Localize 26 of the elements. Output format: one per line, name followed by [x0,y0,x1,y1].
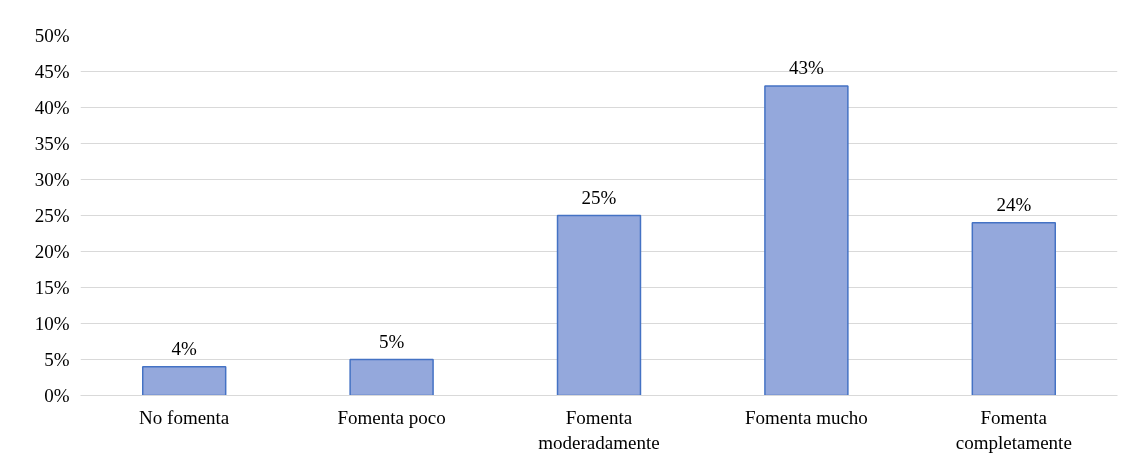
y-tick-label: 25% [34,205,70,226]
y-tick-label: 0% [44,385,70,406]
data-label: 24% [996,193,1032,215]
y-tick-label: 10% [34,313,70,334]
x-tick-label: Fomenta poco [337,406,446,428]
bar [349,358,434,396]
x-tick-label: No fomenta [139,406,230,428]
bar [141,365,227,396]
x-tick-label: Fomenta moderadamente [538,406,660,453]
data-label: 5% [378,330,405,352]
bar [764,85,849,396]
x-tick-label: Fomenta completamente [955,406,1072,453]
data-label: 25% [581,186,617,208]
data-label: 43% [788,56,824,78]
bar [971,221,1057,396]
y-tick-label: 5% [44,349,70,370]
x-tick-label: Fomenta mucho [744,406,868,428]
y-tick-label: 20% [34,241,70,262]
y-tick-label: 45% [34,61,70,82]
data-label: 4% [171,337,198,359]
y-tick-label: 35% [34,133,70,154]
y-tick-label: 30% [34,169,70,190]
y-tick-label: 15% [34,277,70,298]
y-tick-label: 50% [34,25,70,46]
bar [556,214,642,396]
y-tick-label: 40% [34,97,70,118]
